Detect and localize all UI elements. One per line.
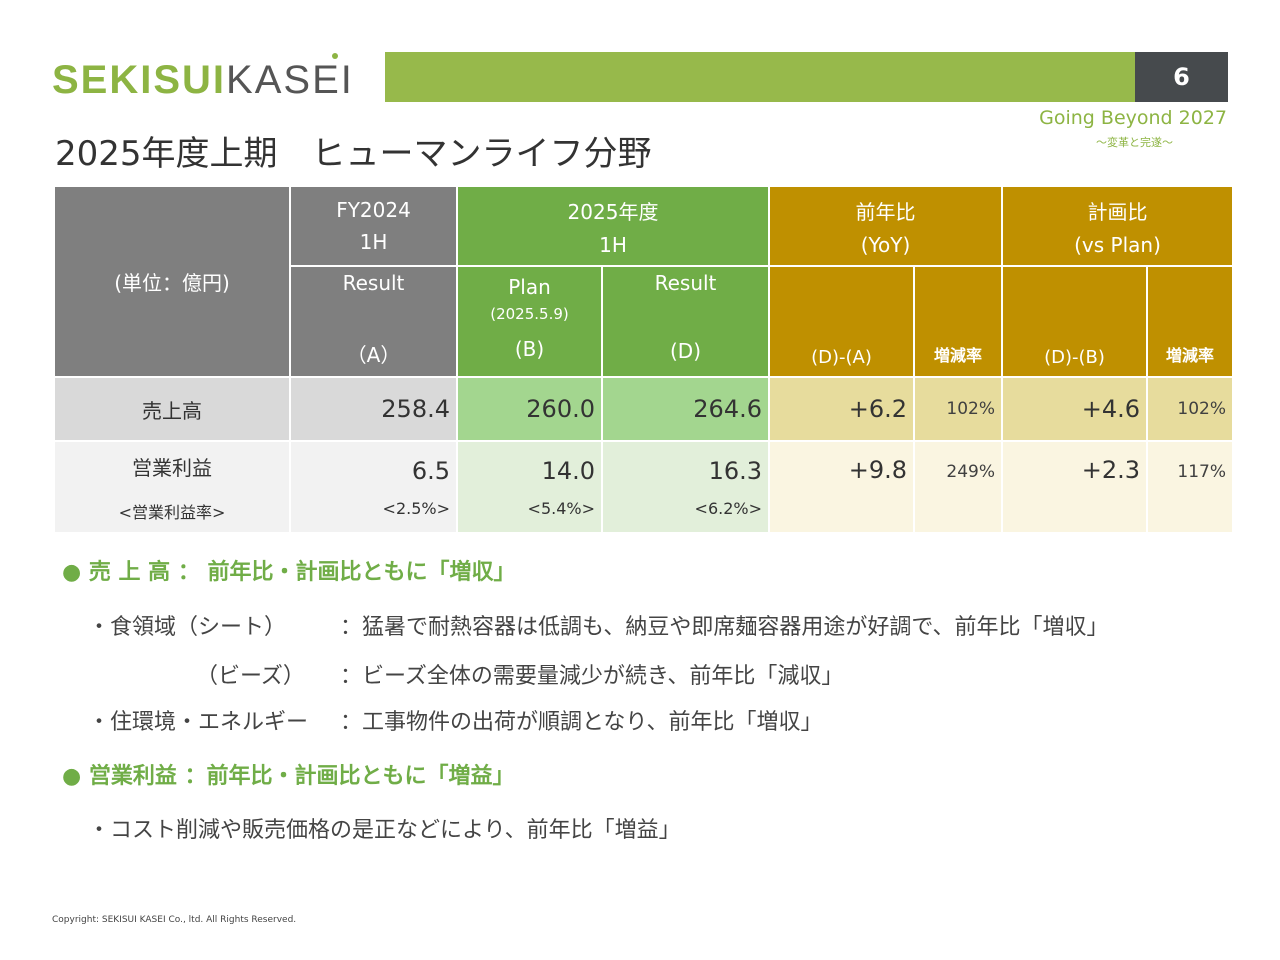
yoy-header: 前年比 (YoY) (768, 185, 1003, 267)
vsplan-header: 計画比 (vs Plan) (1001, 185, 1234, 267)
plan-label: Plan (508, 275, 551, 299)
vsplan-label: 計画比 (1087, 199, 1148, 224)
value: 16.3 (708, 456, 762, 485)
fy2024-result-header: Result （A） (289, 265, 458, 378)
results-table: (単位：億円) FY2024 1H 2025年度 1H 前年比 (YoY) 計画比 (v… (53, 185, 1234, 534)
margin: <6.2%> (694, 498, 762, 518)
page-number: 6 (1135, 52, 1228, 102)
row-label: 営業利益 <営業利益率> (53, 440, 291, 534)
summary-text: ：ビーズ全体の需要量減少が続き、前年比「減収」 (340, 664, 844, 689)
cell-a: 6.5 <2.5%> (289, 440, 458, 534)
summary-text: ・コスト削減や販売価格の是正などにより、前年比「増益」 (88, 818, 681, 843)
slogan-sub: ～変革と完遂～ (1096, 136, 1173, 149)
logo-dot (332, 53, 338, 59)
summary-text: ：工事物件の出荷が順調となり、前年比「増収」 (340, 710, 823, 735)
fy2025-half: 1H (599, 232, 627, 257)
cell-d: 16.3 <6.2%> (601, 440, 770, 534)
summary-label: （ビーズ） (196, 664, 305, 689)
vsplan-rate-header: 増減率 (1146, 265, 1234, 378)
fy2024-label: FY2024 (336, 198, 411, 222)
summary-label: ・食領域（シート） (88, 615, 287, 640)
fy2025-label: 2025年度 (567, 199, 659, 224)
sales-summary-heading: ● 売 上 高 ： 前年比・計画比ともに「増収」 (62, 554, 516, 586)
plan-header: Plan (2025.5.9) (B) (456, 265, 603, 378)
cell-b: 260.0 (456, 376, 603, 442)
cell-plan-rate: 102% (1146, 376, 1234, 442)
table-row-sales: 売上高 258.4 260.0 264.6 +6.2 102% +4.6 102… (53, 376, 1234, 442)
cell-yoy-diff: +6.2 (768, 376, 915, 442)
slogan: Going Beyond 2027 (1039, 107, 1227, 129)
page-title: 2025年度上期 ヒューマンライフ分野 (55, 134, 652, 174)
copyright: Copyright: SEKISUI KASEI Co., ltd. All R… (52, 915, 297, 925)
summary-text: ：猛暑で耐熱容器は低調も、納豆や即席麺容器用途が好調で、前年比「増収」 (340, 615, 1109, 640)
fy2024-header: FY2024 1H (289, 185, 458, 267)
op-summary-heading: ● 営業利益 ：前年比・計画比ともに「増益」 (62, 758, 515, 790)
header-bar (385, 52, 1135, 102)
heading-text: 売 上 高 ： 前年比・計画比ともに「増収」 (88, 560, 516, 585)
value: 6.5 (411, 456, 450, 485)
bullet-icon: ● (62, 560, 89, 585)
cell-d: 264.6 (601, 376, 770, 442)
heading-text: 営業利益 ：前年比・計画比ともに「増益」 (88, 764, 515, 789)
bullet-icon: ● (62, 764, 89, 789)
code-d: (D) (669, 339, 701, 363)
yoy-label: 前年比 (855, 199, 916, 224)
row-label: 売上高 (53, 376, 291, 442)
cell-yoy-diff: +9.8 (768, 440, 915, 534)
table-row-operating-income: 営業利益 <営業利益率> 6.5 <2.5%> 14.0 <5.4%> 16.3 <6.… (53, 440, 1234, 534)
cell-plan-diff: +2.3 (1001, 440, 1148, 534)
cell-plan-diff: +4.6 (1001, 376, 1148, 442)
fy2024-half: 1H (359, 230, 388, 254)
yoy-diff-header: (D)-(A) (768, 265, 915, 378)
result-label: Result (342, 271, 405, 295)
fy2025-header: 2025年度 1H (456, 185, 770, 267)
cell-plan-rate: 117% (1146, 440, 1234, 534)
code-a: （A） (346, 343, 401, 367)
summary-label: ・住環境・エネルギー (88, 710, 309, 735)
cell-yoy-rate: 249% (913, 440, 1003, 534)
row-sublabel: <営業利益率> (118, 502, 226, 522)
vsplan-sublabel: (vs Plan) (1074, 232, 1161, 257)
plan-date: (2025.5.9) (490, 305, 569, 323)
cell-yoy-rate: 102% (913, 376, 1003, 442)
logo-part2: KASEI (226, 58, 354, 102)
row-label-main: 営業利益 (132, 455, 212, 480)
cell-b: 14.0 <5.4%> (456, 440, 603, 534)
value: 14.0 (541, 456, 595, 485)
unit-label: (単位：億円) (114, 271, 230, 295)
margin: <5.4%> (527, 498, 595, 518)
cell-a: 258.4 (289, 376, 458, 442)
fy2025-result-header: Result (D) (601, 265, 770, 378)
vsplan-diff-header: (D)-(B) (1001, 265, 1148, 378)
result-label: Result (654, 271, 717, 295)
margin: <2.5%> (382, 498, 450, 518)
company-logo: SEKISUIKASEI (52, 58, 354, 103)
yoy-sublabel: (YoY) (860, 232, 911, 257)
yoy-rate-header: 増減率 (913, 265, 1003, 378)
code-b: (B) (514, 337, 545, 361)
logo-part1: SEKISUI (52, 58, 227, 102)
unit-header: (単位：億円) (53, 185, 291, 378)
